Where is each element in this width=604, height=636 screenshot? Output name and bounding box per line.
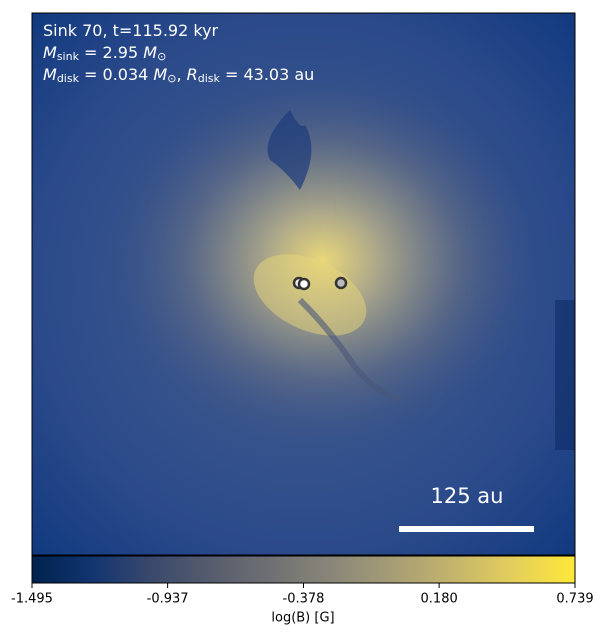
- annotation-part: ⊙: [157, 50, 166, 63]
- annotation-part: M: [43, 65, 57, 84]
- colorbar-tick-label: 0.739: [556, 592, 593, 607]
- annotation-part: Sink 70, t=115.92 kyr: [43, 21, 219, 40]
- plot-frame: [31, 12, 576, 556]
- annotation-line: Msink = 2.95 M⊙: [43, 43, 166, 64]
- sink-particles: [292, 276, 348, 291]
- colorbar-tick-label: -0.937: [147, 592, 189, 607]
- annotation-part: M: [143, 43, 157, 62]
- annotation-line: Mdisk = 0.034 M⊙, Rdisk = 43.03 au: [43, 65, 314, 86]
- colorbar-tick-label: -0.378: [283, 592, 325, 607]
- annotation-part: ⊙: [167, 72, 176, 85]
- annotation-part: = 0.034: [79, 65, 153, 84]
- scale-bar-label: 125 au: [431, 484, 504, 508]
- annotation-part: R: [187, 65, 198, 84]
- annotation-part: sink: [57, 50, 80, 63]
- colorbar-label: log(B) [G]: [271, 611, 334, 626]
- field-map: [32, 13, 575, 555]
- annotation-part: M: [153, 65, 167, 84]
- scale-bar: [399, 526, 534, 532]
- annotation-part: disk: [198, 72, 221, 85]
- annotation-part: = 2.95: [79, 43, 143, 62]
- colorbar-tick-label: 0.180: [421, 592, 458, 607]
- annotation-part: disk: [57, 72, 80, 85]
- colorbar-tick-label: -1.495: [11, 592, 53, 607]
- colorbar: [31, 555, 576, 584]
- annotation-part: M: [43, 43, 57, 62]
- annotation-part: = 43.03 au: [220, 65, 314, 84]
- annotation-part: ,: [176, 65, 186, 84]
- annotation-line: Sink 70, t=115.92 kyr: [43, 21, 219, 40]
